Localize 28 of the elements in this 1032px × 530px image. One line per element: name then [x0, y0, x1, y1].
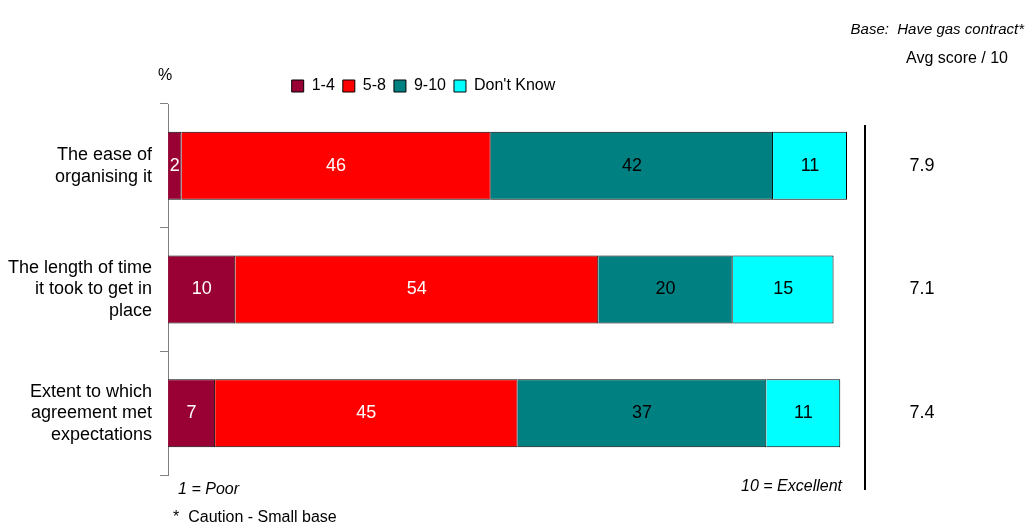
legend-label: Don't Know	[473, 76, 556, 94]
text: %	[158, 66, 173, 84]
text: 1 = Poor	[178, 480, 240, 498]
text: 7.4	[909, 402, 935, 423]
data-label: 46	[326, 154, 347, 175]
data-label: 54	[406, 278, 427, 299]
data-label: 2	[169, 154, 180, 175]
data-label: 15	[773, 278, 794, 299]
data-label: 11	[800, 154, 820, 175]
data-label: 11	[793, 402, 813, 423]
y-tick-label: Extent to which agreement met expectations	[30, 380, 153, 444]
y-tick-label: The length of time it took to get in place	[7, 256, 153, 321]
text: 10 = Excellent	[741, 477, 843, 495]
y-tick-label: The ease of organising it	[55, 144, 154, 186]
text: Base: Have gas contract*	[850, 20, 1026, 38]
text: 7.1	[909, 278, 935, 299]
text: * Caution - Small base	[173, 508, 337, 526]
text: 7.9	[909, 154, 935, 175]
data-label: 42	[621, 154, 642, 175]
legend-label: 9-10	[413, 76, 447, 94]
data-label: 20	[655, 278, 676, 299]
data-label: 37	[631, 402, 652, 423]
legend-label: 5-8	[362, 76, 387, 94]
text: Avg score / 10	[906, 49, 1009, 67]
legend-label: 1-4	[311, 76, 335, 94]
data-label: 10	[191, 278, 212, 299]
data-label: 45	[356, 402, 377, 423]
data-label: 7	[186, 402, 197, 423]
